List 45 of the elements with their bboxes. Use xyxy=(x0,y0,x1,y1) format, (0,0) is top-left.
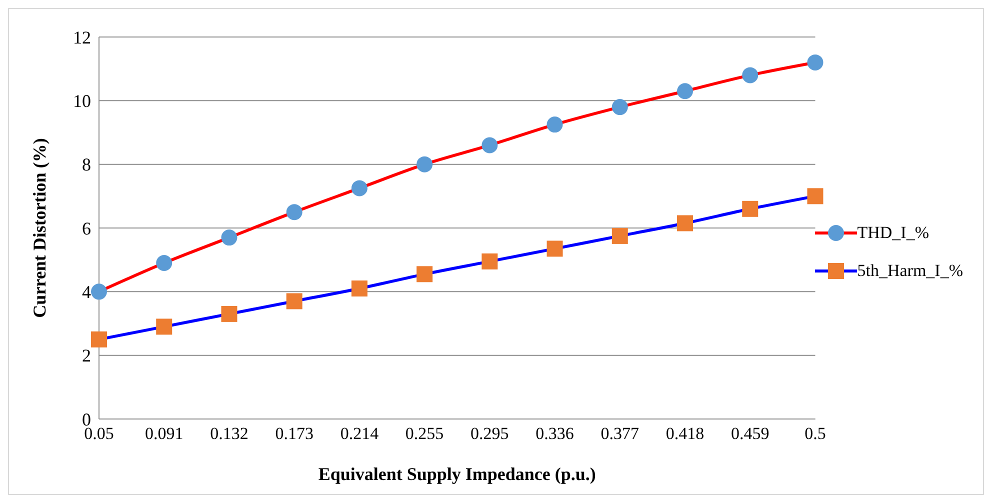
y-tick-label: 12 xyxy=(73,27,91,48)
point xyxy=(677,83,694,100)
y-tick-label: 10 xyxy=(73,91,91,112)
point xyxy=(742,200,758,217)
point xyxy=(286,293,302,310)
x-tick-label: 0.295 xyxy=(470,424,509,444)
point xyxy=(91,284,107,300)
x-tick-label: 0.336 xyxy=(536,424,574,444)
point xyxy=(416,156,433,172)
point xyxy=(482,137,498,154)
legend-label: THD_I_% xyxy=(857,222,929,242)
point xyxy=(221,306,238,322)
point xyxy=(742,67,758,84)
y-tick-label: 8 xyxy=(82,154,91,175)
x-axis-title: Equivalent Supply Impedance (p.u.) xyxy=(318,464,596,484)
y-tick-label: 4 xyxy=(82,282,91,302)
point xyxy=(482,253,498,270)
legend-label: 5th_Harm_I_% xyxy=(857,260,963,280)
point xyxy=(156,255,172,272)
point xyxy=(677,215,694,232)
x-tick-label: 0.459 xyxy=(730,424,770,444)
point xyxy=(807,188,824,204)
y-tick-label: 6 xyxy=(82,218,91,238)
point xyxy=(546,240,563,257)
point xyxy=(546,116,563,133)
x-tick-label: 0.132 xyxy=(210,424,248,444)
point xyxy=(156,318,172,335)
y-tick-label: 2 xyxy=(82,346,91,366)
x-tick-label: 0.173 xyxy=(275,424,314,444)
x-tick-label: 0.091 xyxy=(144,424,184,444)
x-tick-label: 0.377 xyxy=(600,424,640,444)
point xyxy=(351,180,368,196)
point xyxy=(612,228,628,244)
point xyxy=(221,230,238,246)
point xyxy=(807,54,824,70)
x-tick-label: 0.214 xyxy=(340,424,380,444)
y-axis-title: Current Distortion (%) xyxy=(29,138,50,318)
x-tick-label: 0.255 xyxy=(405,424,444,444)
point xyxy=(351,280,368,296)
point xyxy=(612,99,628,116)
x-tick-label: 0.418 xyxy=(666,424,704,444)
point xyxy=(416,266,433,282)
point xyxy=(286,204,302,220)
point xyxy=(91,331,107,348)
x-tick-label: 0.5 xyxy=(804,424,826,444)
